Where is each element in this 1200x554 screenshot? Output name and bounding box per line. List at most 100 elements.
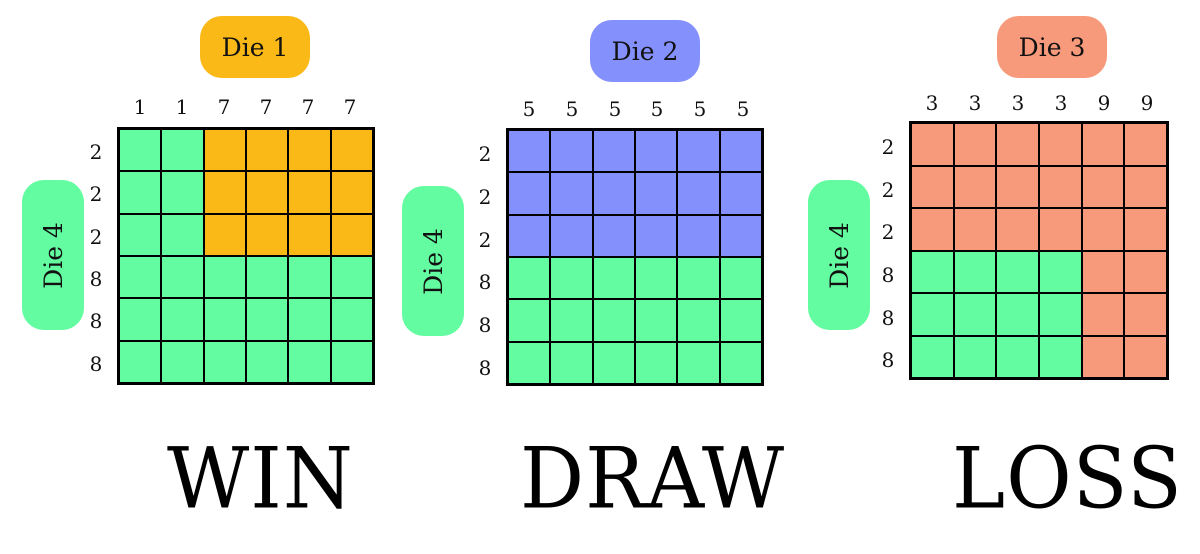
grid-cell [719,341,762,384]
grid-cell [592,172,635,215]
row-face-label: 8 [478,270,492,294]
grid-cell [1124,123,1167,166]
grid-cell [1081,123,1125,166]
grid-cell [996,335,1039,378]
row-face-label: 8 [478,356,492,380]
grid-cell [911,165,954,208]
grid-cell [953,123,997,166]
grid-cell [1081,250,1125,293]
result-label: DRAW [520,429,786,528]
grid-cell [288,213,331,256]
column-face-label: 5 [608,97,622,121]
grid-cell [119,171,162,214]
column-face-label: 3 [925,91,939,115]
grid-cell [996,123,1039,166]
column-face-label: 5 [736,97,750,121]
grid-cell [677,214,720,257]
grid-cell [719,214,762,257]
grid-cell [719,130,762,173]
grid-cell [550,172,593,215]
grid-cell [592,214,635,257]
column-face-label: 1 [133,95,147,119]
row-face-label: 8 [478,313,492,337]
grid-cell [634,172,678,215]
grid-cell [719,299,762,342]
grid-cell [550,299,593,342]
grid-cell [953,250,997,293]
grid-cell [592,299,635,342]
top-die-label: Die 3 [1018,32,1086,62]
grid-cell [634,256,678,300]
grid-cell [203,171,246,214]
column-face-label: 3 [968,91,982,115]
grid-cell [1039,123,1082,166]
grid-cell [288,171,331,214]
column-face-label: 7 [301,95,315,119]
grid-cell [1081,165,1125,208]
grid-cell [1081,208,1125,251]
grid-cell [677,256,720,300]
grid-cell [508,214,551,257]
grid-cell [330,171,373,214]
grid-cell [677,172,720,215]
grid-cell [203,129,246,172]
row-face-label: 2 [478,142,492,166]
column-face-label: 3 [1054,91,1068,115]
grid-cell [245,255,289,299]
row-face-label: 2 [89,225,103,249]
grid-cell [911,250,954,293]
grid-cell [288,340,331,383]
grid-cell [161,171,204,214]
grid-cell [719,256,762,300]
row-face-label: 2 [478,228,492,252]
grid-cell [161,340,204,383]
column-face-label: 9 [1140,91,1154,115]
top-die-label: Die 1 [221,32,289,62]
grid-cell [161,298,204,341]
grid-cell [1081,293,1125,336]
grid-cell [203,298,246,341]
grid-cell [330,340,373,383]
grid-cell [330,129,373,172]
outcome-grid [117,127,375,385]
grid-cell [1124,208,1167,251]
grid-cell [245,213,289,256]
grid-cell [634,299,678,342]
column-face-label: 7 [259,95,273,119]
grid-cell [330,255,373,299]
grid-cell [550,341,593,384]
grid-cell [245,340,289,383]
column-face-label: 7 [217,95,231,119]
grid-cell [288,129,331,172]
grid-cell [634,214,678,257]
top-die-label: Die 2 [611,36,679,66]
row-face-label: 2 [89,182,103,206]
grid-cell [1124,293,1167,336]
grid-cell [330,298,373,341]
side-die-pill: Die 4 [402,186,464,336]
grid-cell [996,208,1039,251]
row-face-label: 2 [478,185,492,209]
grid-cell [953,208,997,251]
grid-cell [1039,208,1082,251]
grid-cell [119,255,162,299]
grid-cell [592,256,635,300]
grid-cell [508,256,551,300]
top-die-pill: Die 2 [590,20,700,82]
grid-cell [592,130,635,173]
grid-cell [1124,250,1167,293]
row-face-label: 8 [89,309,103,333]
grid-cell [245,129,289,172]
grid-cell [161,213,204,256]
grid-cell [592,341,635,384]
grid-cell [1039,165,1082,208]
row-face-label: 8 [89,352,103,376]
result-label: WIN [167,429,354,528]
grid-cell [911,208,954,251]
grid-cell [677,130,720,173]
grid-cell [203,213,246,256]
column-face-label: 5 [522,97,536,121]
grid-cell [119,340,162,383]
